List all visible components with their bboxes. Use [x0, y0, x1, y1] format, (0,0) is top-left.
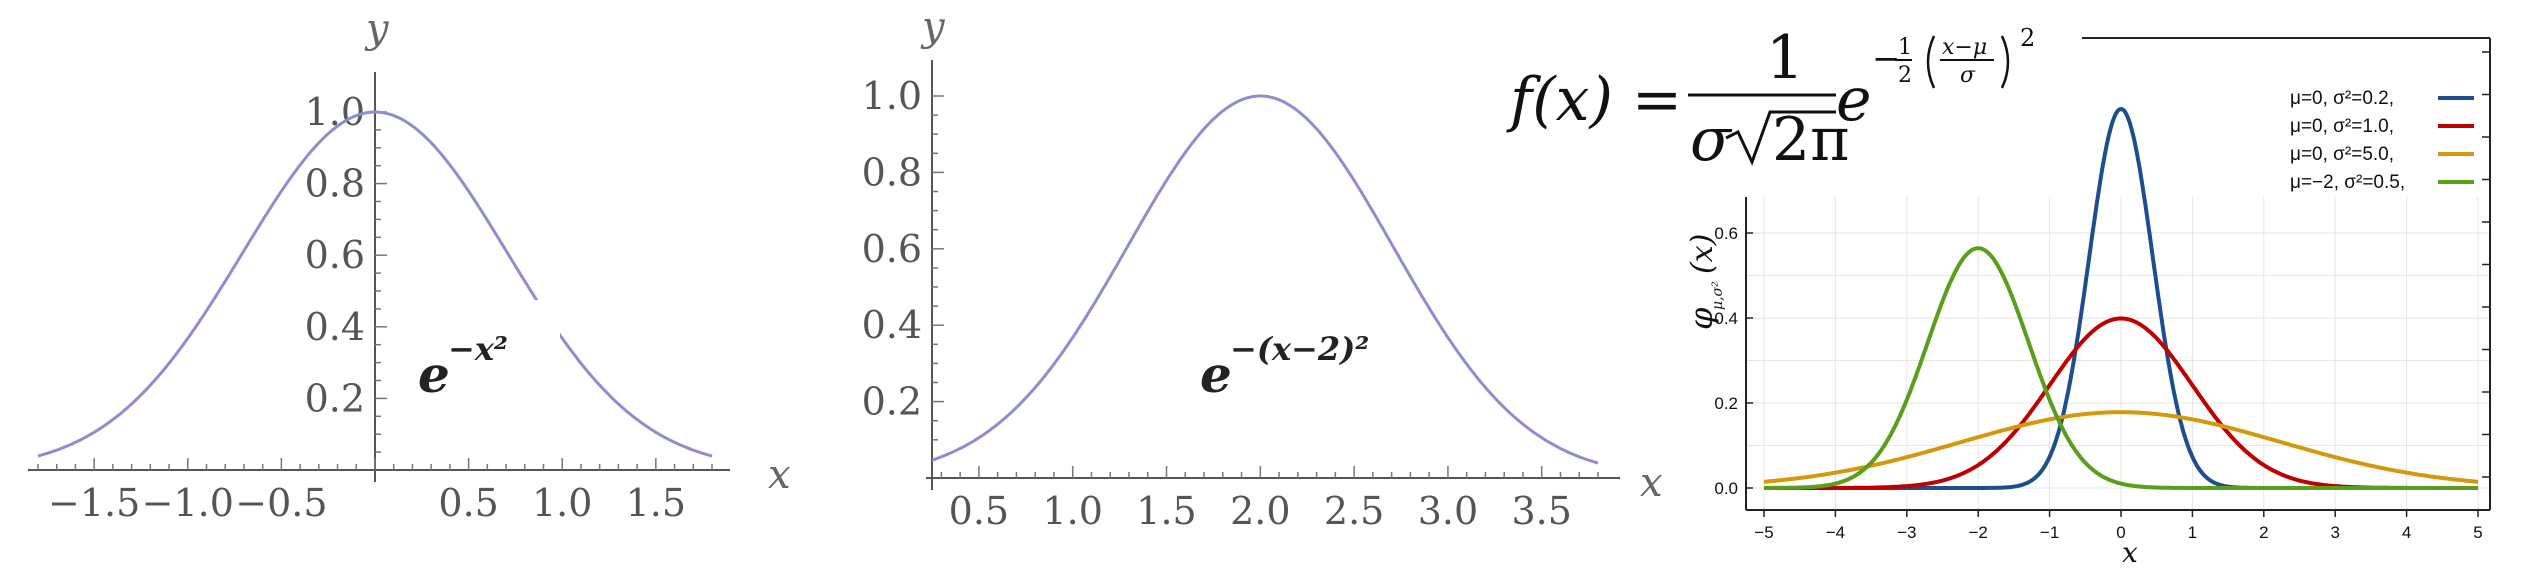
y-tick-label: 0.2: [862, 380, 922, 424]
y-tick-label: 0.6: [305, 233, 365, 277]
x-tick-label: 0: [2116, 523, 2125, 542]
chart2-series-line: [931, 94, 1599, 465]
legend-entry-label: μ=0, σ²=5.0,: [2290, 144, 2394, 165]
series-line-4: [1764, 246, 2478, 490]
series-line-3: [1763, 410, 2479, 484]
y-tick-label: 0.8: [305, 162, 365, 206]
x-tick-label: 4: [2402, 523, 2411, 542]
chart3-y-label: φ μ,σ² (x): [1682, 234, 1726, 330]
y-tick-label: 0.6: [862, 227, 922, 271]
chart3-grid: [1746, 197, 2490, 510]
chart2-y-tick-labels: 0.2 0.4 0.6 0.8 1.0: [862, 74, 922, 424]
formula-lhs: f(x) =: [1506, 65, 1682, 135]
x-tick-label: −1.0: [142, 481, 234, 525]
x-tick-label: 1.5: [626, 481, 686, 525]
chart2-annotation-base: e: [1200, 345, 1232, 404]
y-tick-label: 0.2: [305, 376, 365, 420]
formula-exp-right-paren: [2000, 35, 2010, 89]
formula-exp-frac-num: x−μ: [1942, 35, 1987, 60]
chart1-y-tick-labels: 0.20.40.60.81.0: [305, 90, 365, 420]
chart1-annotation-base: e: [418, 345, 450, 404]
y-tick-label: 0.8: [862, 150, 922, 194]
chart2-annotation-exponent: −(x−2)²: [1230, 330, 1369, 368]
x-tick-label: 2: [2259, 523, 2268, 542]
chart3-x-label: x: [2122, 536, 2138, 569]
y-tick-label: 0.2: [1714, 394, 1738, 413]
x-tick-label: 0.5: [438, 481, 498, 525]
formula-exp-frac-den: σ: [1960, 63, 1976, 88]
x-tick-label: 2.5: [1324, 489, 1384, 533]
chart3-y-label-subscript: μ,σ²: [1710, 281, 1726, 310]
chart2-x-label: x: [1640, 460, 1663, 506]
y-tick-label: 0.4: [305, 305, 365, 349]
x-tick-label: −3: [1897, 523, 1916, 542]
chart3-y-tick-labels: 0.0 0.2 0.4 0.6: [1714, 224, 1753, 498]
chart1-x-tick-labels: −1.5 −1.0 −0.5 0.5 1.0 1.5: [48, 481, 686, 525]
chart1-y-label: y: [364, 6, 390, 52]
y-tick-label: 0.0: [1714, 479, 1738, 498]
chart-normal-distributions: −5 −4 −3 −2 −1 0 1 2 3 4 5 0.0 0.2 0.4 0.6 μ=0, σ²=0.…: [1682, 37, 2491, 569]
chart1-y-minor-ticks: [375, 111, 387, 453]
legend-entry-label: μ=−2, σ²=0.5,: [2290, 172, 2405, 193]
x-tick-label: −2: [1969, 523, 1988, 542]
chart2-y-label: y: [920, 4, 946, 50]
chart3-right-ticks: [2482, 51, 2490, 478]
x-tick-label: 3: [2330, 523, 2339, 542]
formula-exp-half-num: 1: [1898, 35, 1912, 60]
chart3-x-tick-labels: −5 −4 −3 −2 −1 0 1 2 3 4 5: [1754, 510, 2483, 542]
x-tick-label: −5: [1754, 523, 1773, 542]
x-tick-label: 3.0: [1418, 489, 1478, 533]
x-tick-label: −1.5: [48, 481, 140, 525]
legend-entry-label: μ=0, σ²=0.2,: [2290, 88, 2394, 109]
x-tick-label: 3.5: [1511, 489, 1571, 533]
formula-exp-base: e: [1836, 65, 1872, 135]
chart-gaussian-shifted: 0.5 1.0 1.5 2.0 2.5 3.0 3.5 0.20.40.60.81.0 x …: [862, 4, 1663, 533]
formula-denominator-sigma: σ: [1690, 105, 1733, 175]
x-tick-label: −1: [2040, 523, 2059, 542]
chart2-x-minor-ticks: [940, 466, 1599, 478]
x-tick-label: −4: [1826, 523, 1845, 542]
chart3-legend: μ=0, σ²=0.2, μ=0, σ²=1.0, μ=0, σ²=5.0, μ=−2…: [2290, 88, 2474, 193]
y-tick-label: 0.4: [1714, 309, 1738, 328]
x-tick-label: 1.0: [1042, 489, 1102, 533]
formula-sqrt-sign: [1725, 110, 1836, 166]
x-tick-label: −0.5: [235, 481, 327, 525]
formula-exp-left-paren: [1926, 35, 1936, 89]
formula-numerator: 1: [1766, 23, 1804, 93]
x-tick-label: 5: [2473, 523, 2482, 542]
chart2-x-tick-labels: 0.5 1.0 1.5 2.0 2.5 3.0 3.5: [949, 489, 1572, 533]
chart-gaussian-centered: −1.5 −1.0 −0.5 0.5 1.0 1.5 0.20.40.60.81.0 x …: [28, 6, 791, 525]
x-tick-label: 0.5: [949, 489, 1009, 533]
x-tick-label: 1.5: [1136, 489, 1196, 533]
chart1-label-backdrop: [510, 300, 560, 340]
chart3-series-group: [1763, 106, 2479, 490]
chart1-x-minor-ticks: [37, 458, 713, 470]
x-tick-label: 1.0: [532, 481, 592, 525]
chart1-series-line: [37, 110, 713, 458]
chart3-y-label-symbol: φ: [1682, 307, 1720, 330]
chart3-y-label-arg: (x): [1685, 234, 1720, 274]
normal-pdf-formula: f(x) = 1 σ 2π e − 1 2 x−μ σ 2: [1506, 23, 2035, 175]
formula-denominator-root: 2π: [1772, 105, 1850, 175]
chart1-annotation-exponent: −x²: [448, 330, 508, 368]
formula-exp-power: 2: [2020, 24, 2035, 52]
y-tick-label: 1.0: [862, 74, 922, 118]
formula-exp-half-den: 2: [1898, 63, 1912, 88]
x-tick-label: 2.0: [1230, 489, 1290, 533]
y-tick-label: 0.6: [1714, 224, 1738, 243]
chart2-y-minor-ticks: [932, 95, 944, 460]
chart1-x-label: x: [768, 452, 791, 498]
x-tick-label: 1: [2188, 523, 2197, 542]
legend-entry-label: μ=0, σ²=1.0,: [2290, 116, 2394, 137]
y-tick-label: 0.4: [862, 303, 922, 347]
